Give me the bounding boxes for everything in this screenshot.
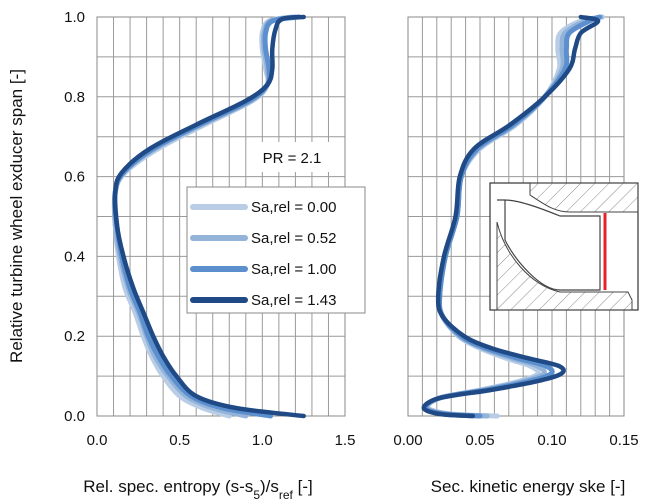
kinetic-x-ticks: 0.00 0.05 0.10 0.15 — [393, 432, 638, 449]
pr-annotation-text: PR = 2.1 — [263, 150, 322, 167]
kinetic-series-line-3 — [421, 14, 601, 419]
entropy-xlabel-sub2: ref — [279, 488, 294, 501]
kinetic-x-tick-label: 0.10 — [537, 432, 566, 449]
entropy-series — [111, 14, 306, 419]
legend-label-1: Sa,rel = 0.52 — [251, 230, 336, 247]
entropy-x-tick-label: 0.5 — [169, 432, 190, 449]
turbine-cross-section-inset — [489, 182, 639, 311]
y-tick-label: 1.0 — [64, 9, 85, 26]
inset-shroud — [529, 182, 639, 213]
entropy-xlabel-sub1: 5 — [253, 488, 260, 501]
entropy-x-axis-label: Rel. spec. entropy (s-s5)/sref [-] — [83, 477, 313, 501]
entropy-x-tick-label: 1.5 — [335, 432, 356, 449]
pr-annotation-bg — [250, 142, 334, 172]
y-tick-label: 0.0 — [64, 408, 85, 425]
legend-label-2: Sa,rel = 1.00 — [251, 261, 336, 278]
kinetic-x-tick-label: 0.05 — [465, 432, 494, 449]
y-axis-label: Relative turbine wheel exducer span [-] — [7, 69, 26, 363]
kinetic-x-tick-label: 0.15 — [609, 432, 638, 449]
legend-label-3: Sa,rel = 1.43 — [251, 292, 336, 309]
legend-label-0: Sa,rel = 0.00 — [251, 199, 336, 216]
entropy-y-ticks: 0.0 0.2 0.4 0.6 0.8 1.0 — [64, 9, 85, 425]
kinetic-series — [421, 14, 605, 419]
entropy-xlabel-mid: )/s — [260, 477, 279, 496]
entropy-x-tick-label: 1.0 — [252, 432, 273, 449]
y-tick-label: 0.6 — [64, 169, 85, 186]
entropy-x-tick-label: 0.0 — [87, 432, 108, 449]
kinetic-energy-chart: 0.00 0.05 0.10 0.15 — [393, 14, 639, 449]
entropy-series-line-3 — [112, 14, 306, 419]
y-tick-label: 0.2 — [64, 328, 85, 345]
y-tick-label: 0.8 — [64, 89, 85, 106]
inset-hub — [496, 221, 633, 311]
kinetic-x-tick-label: 0.00 — [393, 432, 422, 449]
pr-annotation: PR = 2.1 — [250, 142, 334, 172]
kinetic-grid — [407, 16, 625, 417]
y-tick-label: 0.4 — [64, 248, 85, 265]
entropy-x-ticks: 0.0 0.5 1.0 1.5 — [87, 432, 356, 449]
kinetic-x-axis-label: Sec. kinetic energy ske [-] — [431, 477, 626, 496]
inset-blade — [497, 199, 601, 291]
legend: Sa,rel = 0.00 Sa,rel = 0.52 Sa,rel = 1.00 S… — [186, 186, 366, 314]
entropy-xlabel-tail: [-] — [293, 477, 313, 496]
entropy-xlabel-main: Rel. spec. entropy (s-s — [83, 477, 253, 496]
